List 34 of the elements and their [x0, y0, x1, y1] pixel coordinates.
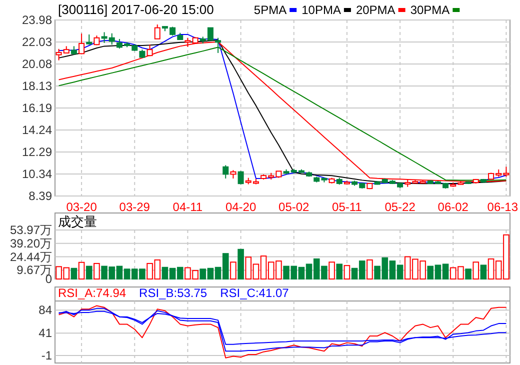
y-tick-label: 41 [38, 326, 52, 340]
y-tick-label: 0 [45, 272, 52, 286]
y-tick-label: 24.44万 [10, 250, 52, 264]
x-tick-label: 04-11 [172, 200, 203, 214]
y-tick-label: 8.39 [28, 189, 52, 203]
chart-title: [300116] 2017-06-20 15:00 [58, 2, 214, 17]
x-tick-label: 05-22 [384, 200, 416, 214]
legend-label: 5PMA [254, 3, 287, 17]
y-tick-label: 10.34 [22, 166, 52, 181]
series-label: RSI_C:41.07 [220, 286, 290, 300]
y-tick-label: 16.19 [22, 100, 52, 115]
x-tick-label: 03-20 [66, 200, 98, 214]
y-tick-label: 39.20万 [10, 236, 52, 250]
legend-label: 20PMA [356, 3, 396, 17]
x-tick-label: 06-02 [438, 200, 469, 214]
x-tick-label: 03-29 [119, 200, 150, 214]
y-tick-label: 22.03 [22, 35, 52, 50]
series-label: RSI_A:74.94 [58, 286, 126, 300]
legend-label: 10PMA [302, 3, 341, 17]
y-tick-label: 12.29 [22, 144, 52, 159]
chart-title: 成交量 [58, 214, 97, 229]
x-tick-label: 06-13 [487, 200, 518, 214]
y-tick-label: 84 [38, 303, 52, 318]
x-tick-label: 04-20 [225, 200, 256, 214]
y-tick-label: 20.08 [22, 57, 52, 72]
y-tick-label: -1 [41, 348, 52, 363]
x-tick-label: 05-02 [278, 200, 310, 214]
y-tick-label: 18.13 [22, 79, 52, 94]
y-tick-label: 53.97万 [10, 223, 52, 237]
series-label: RSI_B:53.75 [139, 286, 208, 300]
y-tick-label: 14.24 [22, 122, 52, 137]
legend-label: 30PMA [410, 3, 450, 17]
y-tick-label: 23.98 [22, 13, 52, 27]
x-tick-label: 05-11 [332, 200, 362, 214]
